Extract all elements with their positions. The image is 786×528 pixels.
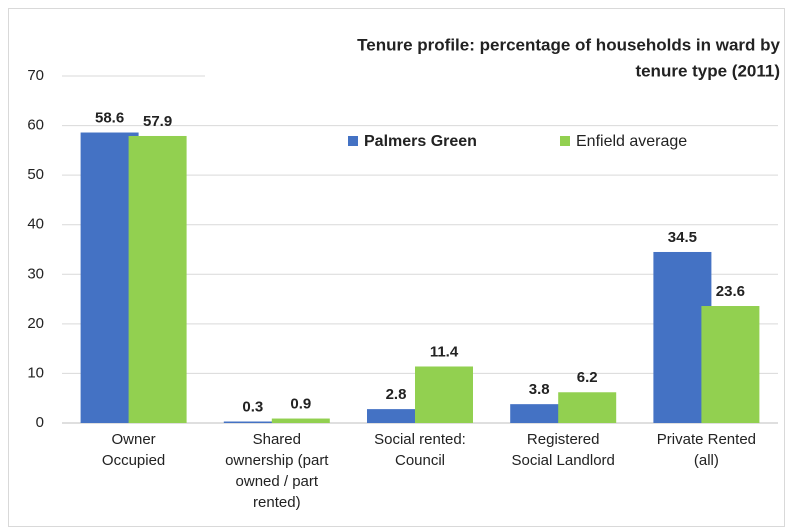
x-tick-label: Shared (253, 431, 301, 448)
chart-title: Tenure profile: percentage of households… (357, 35, 780, 54)
x-tick-label: Registered (527, 431, 600, 448)
x-tick-label: Owner (112, 431, 156, 448)
bar (701, 306, 760, 423)
x-tick-label: ownership (part (225, 452, 329, 469)
data-label: 0.3 (242, 398, 263, 415)
legend-label: Palmers Green (364, 133, 477, 150)
data-label: 34.5 (668, 229, 697, 246)
x-tick-label: (all) (694, 452, 719, 469)
x-tick-label: Council (395, 452, 445, 469)
bar (558, 392, 617, 423)
title-background (205, 30, 783, 88)
y-tick-label: 20 (27, 315, 44, 332)
y-tick-label: 40 (27, 216, 44, 233)
x-tick-label: Social Landlord (511, 452, 614, 469)
y-tick-label: 30 (27, 265, 44, 282)
x-tick-label: Social rented: (374, 431, 466, 448)
data-label: 3.8 (529, 381, 550, 398)
data-label: 58.6 (95, 109, 124, 126)
bar (415, 366, 473, 423)
y-tick-label: 60 (27, 117, 44, 134)
data-label: 6.2 (577, 369, 598, 386)
bar (271, 418, 330, 423)
bar (128, 135, 187, 423)
bar (510, 404, 569, 423)
y-tick-label: 0 (36, 414, 44, 431)
legend-swatch (560, 136, 570, 146)
legend-label: Enfield average (576, 133, 687, 150)
legend-swatch (348, 136, 358, 146)
bar (367, 409, 425, 423)
data-label: 57.9 (143, 113, 172, 130)
bar (223, 421, 282, 423)
x-tick-label: Occupied (102, 452, 165, 469)
x-tick-label: owned / part (236, 473, 319, 490)
y-tick-label: 70 (27, 67, 44, 84)
chart-title: tenure type (2011) (635, 61, 780, 80)
y-tick-label: 10 (27, 364, 44, 381)
data-label: 2.8 (386, 386, 407, 403)
x-tick-label: rented) (253, 494, 301, 511)
x-tick-label: Private Rented (657, 431, 756, 448)
y-tick-label: 50 (27, 166, 44, 183)
data-label: 23.6 (716, 283, 745, 300)
data-label: 0.9 (290, 396, 311, 413)
data-label: 11.4 (430, 343, 459, 360)
